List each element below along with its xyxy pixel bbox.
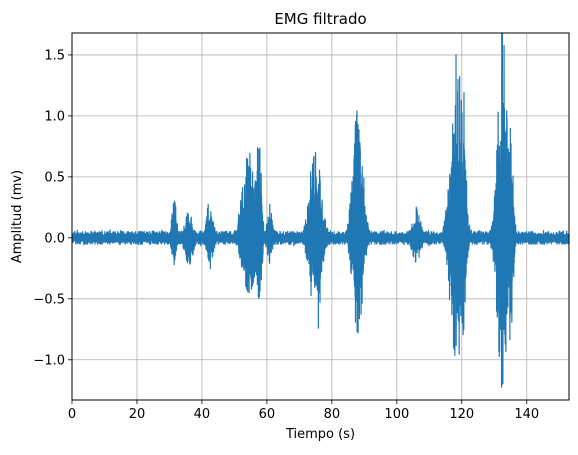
x-tick-label: 20 — [129, 407, 146, 422]
signal-line — [71, 32, 570, 388]
x-axis-ticks: 0 20 40 60 80 100 120 140 — [68, 400, 539, 422]
x-axis-label: Tiempo (s) — [285, 427, 355, 442]
y-tick-label: −1.0 — [33, 353, 65, 368]
data-series — [71, 32, 570, 388]
y-axis-ticks: −1.0 −0.5 0.0 0.5 1.0 1.5 — [33, 48, 72, 368]
x-tick-label: 100 — [384, 407, 409, 422]
plot-frame — [71, 32, 570, 401]
chart-title: EMG filtrado — [274, 10, 366, 28]
y-tick-label: 1.0 — [44, 109, 65, 124]
y-tick-label: 0.5 — [44, 170, 65, 185]
y-tick-label: −0.5 — [33, 292, 65, 307]
x-tick-label: 120 — [449, 407, 474, 422]
x-tick-label: 40 — [194, 407, 211, 422]
x-tick-label: 80 — [324, 407, 341, 422]
y-tick-label: 0.0 — [44, 231, 65, 246]
x-tick-label: 140 — [514, 407, 539, 422]
y-axis-label: Amplitud (mv) — [10, 170, 25, 263]
x-tick-label: 0 — [68, 407, 76, 422]
x-tick-label: 60 — [259, 407, 276, 422]
y-tick-label: 1.5 — [44, 48, 65, 63]
